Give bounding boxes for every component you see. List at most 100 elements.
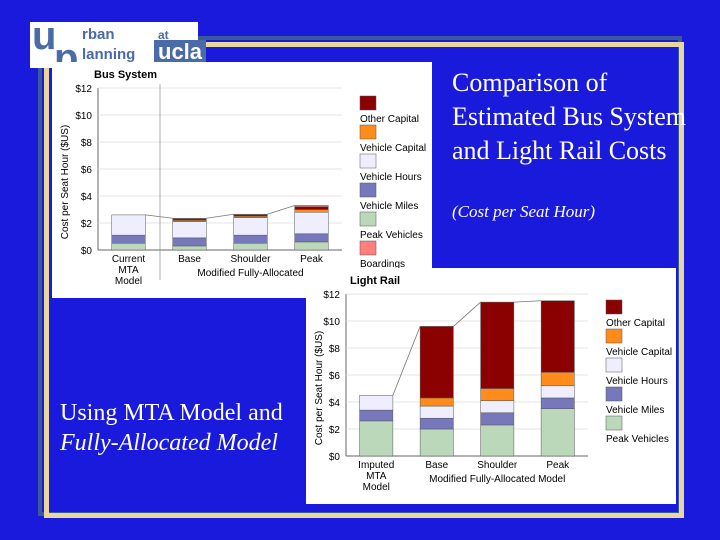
slide-body-text: Using MTA Model and Fully-Allocated Mode… <box>60 398 283 458</box>
slide-subtitle: (Cost per Seat Hour) <box>452 202 596 221</box>
y-tick-label: $0 <box>81 246 93 257</box>
connector-line <box>267 205 295 215</box>
bar-segment <box>480 424 515 457</box>
connector-line <box>392 326 421 396</box>
x-tick-label: Peak <box>546 460 570 471</box>
bar-segment <box>233 213 268 216</box>
legend-swatch <box>605 328 623 344</box>
bar-segment <box>111 214 146 236</box>
legend-swatch <box>359 153 377 169</box>
logo-letter-u: u <box>32 14 57 58</box>
legend-swatch <box>359 182 377 198</box>
bar-segment <box>480 301 515 389</box>
legend-label: Vehicle Miles <box>606 405 664 416</box>
bar-segment <box>233 243 268 251</box>
bar-segment <box>111 243 146 251</box>
bar-segment <box>540 408 575 457</box>
bar-segment <box>540 300 575 373</box>
logo-text-planning: lanning <box>82 46 136 63</box>
bar-segment <box>359 409 394 422</box>
bar-segment <box>233 234 268 244</box>
bar-segment <box>419 326 454 399</box>
x-tick-label: Model <box>115 276 142 287</box>
y-tick-label: $10 <box>323 317 340 328</box>
body-line-2: Fully-Allocated Model <box>60 430 278 456</box>
legend-swatch <box>359 95 377 111</box>
legend-swatch <box>605 415 623 431</box>
bar-segment <box>294 233 329 243</box>
y-tick-label: $8 <box>81 138 93 149</box>
y-tick-label: $8 <box>329 344 341 355</box>
y-tick-label: $6 <box>329 371 341 382</box>
bar-segment <box>359 420 394 457</box>
y-tick-label: $0 <box>329 452 341 463</box>
y-tick-label: $6 <box>81 165 93 176</box>
legend-label: Vehicle Miles <box>360 201 418 212</box>
bar-segment <box>294 206 329 210</box>
bar-segment <box>540 372 575 387</box>
y-tick-label: $2 <box>329 425 341 436</box>
legend-label: Boardings <box>360 259 405 270</box>
bar-segment <box>480 412 515 426</box>
legend-swatch <box>359 211 377 227</box>
bar-segment <box>294 205 329 208</box>
x-tick-label: Model <box>363 482 390 493</box>
legend-label: Vehicle Capital <box>360 143 426 154</box>
bar-segment <box>419 428 454 457</box>
x-tick-label: Shoulder <box>477 460 518 471</box>
legend-label: Peak Vehicles <box>360 230 423 241</box>
x-tick-label: Base <box>425 460 448 471</box>
bar-segment <box>540 397 575 409</box>
legend-swatch <box>359 124 377 140</box>
y-axis-label: Cost per Seat Hour ($US) <box>314 331 325 446</box>
body-line-1: Using MTA Model and <box>60 400 283 426</box>
y-tick-label: $12 <box>323 290 340 301</box>
bar-segment <box>172 237 207 247</box>
slide-frame-front <box>44 42 684 518</box>
x-tick-label: Peak <box>300 254 324 265</box>
bar-segment <box>294 241 329 251</box>
bar-segment <box>419 397 454 407</box>
x-tick-label: Shoulder <box>230 254 271 265</box>
legend-label: Other Capital <box>360 114 419 125</box>
x-group-label: Modified Fully-Allocated Model <box>429 474 565 485</box>
connector-line <box>206 213 234 219</box>
x-tick-label: Current <box>112 254 146 265</box>
legend-label: Vehicle Hours <box>360 172 422 183</box>
connector-line <box>145 214 173 219</box>
bar-segment <box>540 385 575 399</box>
chart-title: Light Rail <box>350 275 400 287</box>
bar-segment <box>172 221 207 239</box>
bar-segment <box>111 234 146 244</box>
connector-line <box>453 301 481 327</box>
legend-swatch <box>605 357 623 373</box>
bus-system-chart-svg: Bus System Cost per Seat Hour ($US) $0 $2 $4… <box>60 69 426 287</box>
bar-segment <box>233 217 268 236</box>
urban-planning-ucla-logo: u p rban lanning at ucla <box>30 14 207 80</box>
light-rail-chart: Light Rail Cost per Seat Hour ($US) $0 $2 $4… <box>306 268 676 504</box>
y-tick-label: $10 <box>75 111 92 122</box>
bus-system-chart: Bus System Cost per Seat Hour ($US) $0 $2 $4… <box>52 62 432 298</box>
bar-segment <box>419 405 454 419</box>
legend-swatch <box>359 240 377 256</box>
x-tick-label: MTA <box>366 471 387 482</box>
x-tick-label: MTA <box>118 265 139 276</box>
y-axis-label: Cost per Seat Hour ($US) <box>60 125 71 240</box>
slide-title: Comparison of Estimated Bus System and L… <box>452 68 686 165</box>
bar-segment <box>359 395 394 411</box>
chart-title: Bus System <box>94 69 157 81</box>
y-tick-label: $4 <box>329 398 341 409</box>
legend-swatch <box>605 299 623 315</box>
x-group-label: Modified Fully-Allocated <box>197 268 303 279</box>
logo-text-urban: rban <box>82 26 115 43</box>
legend-swatch <box>605 386 623 402</box>
x-tick-label: Base <box>178 254 201 265</box>
bar-segment <box>294 209 329 213</box>
bar-segment <box>172 245 207 251</box>
logo-text-ucla: ucla <box>154 40 207 64</box>
x-tick-label: Imputed <box>358 460 394 471</box>
connector-line <box>513 300 542 303</box>
legend-label: Vehicle Capital <box>606 347 672 358</box>
y-tick-label: $2 <box>81 219 93 230</box>
logo-text-at: at <box>158 28 169 42</box>
